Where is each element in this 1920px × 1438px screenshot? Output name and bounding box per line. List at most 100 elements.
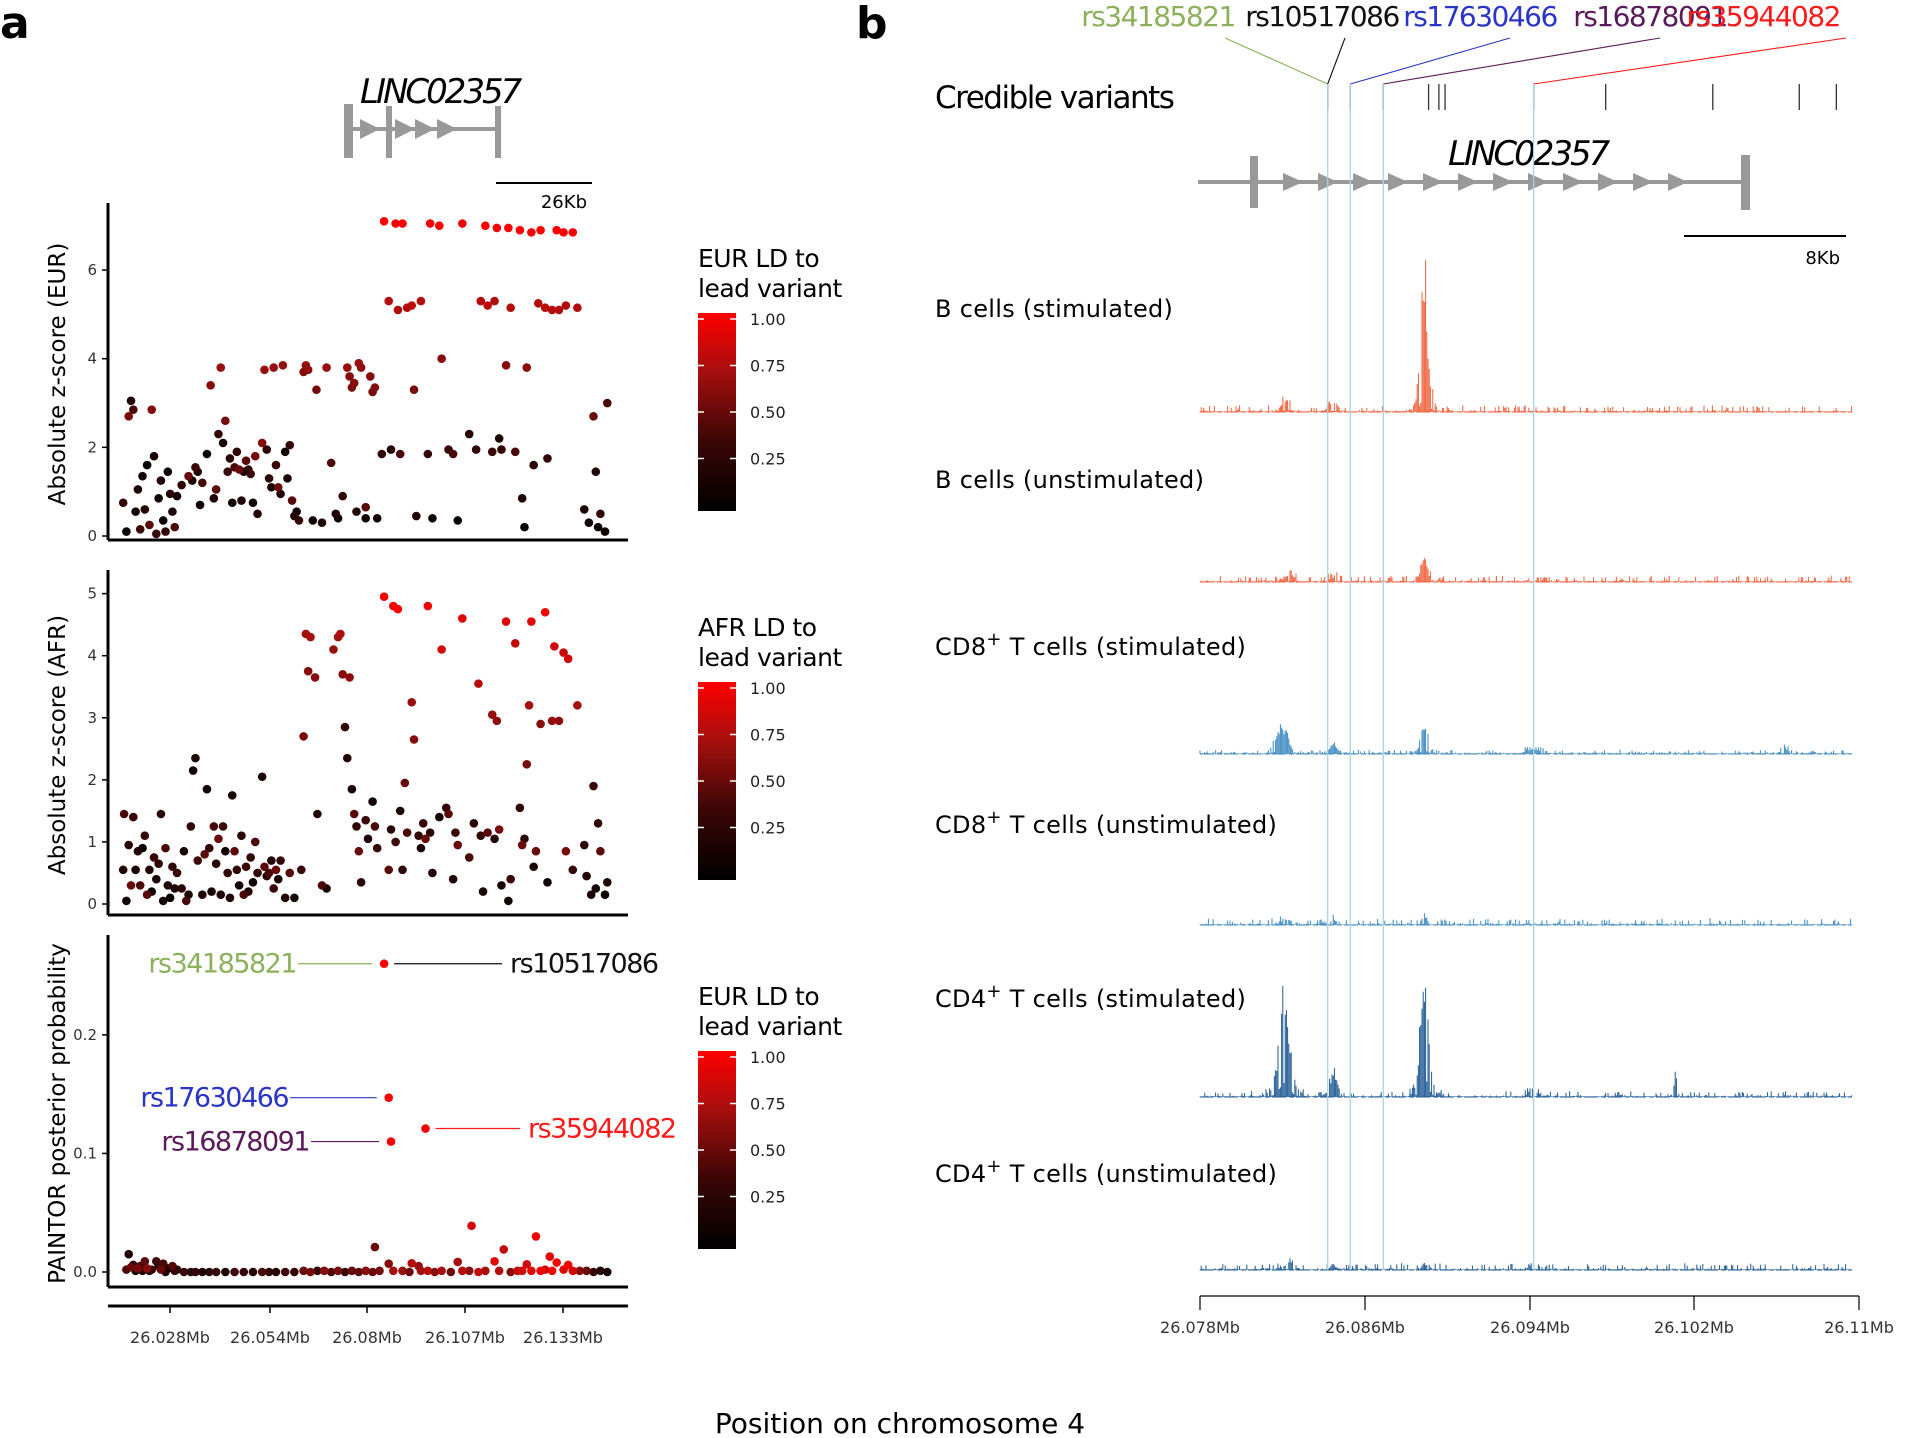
x-tick-label: 26.133Mb: [523, 1328, 603, 1347]
data-point: [271, 1267, 281, 1277]
data-point: [428, 513, 437, 523]
data-point: [483, 828, 492, 837]
data-point: [589, 1267, 598, 1277]
data-point: [246, 469, 255, 479]
variant-connector: [1327, 37, 1346, 85]
data-point: [264, 474, 274, 483]
data-point: [269, 884, 278, 893]
x-tick-label: 26.08Mb: [332, 1328, 402, 1347]
data-point: [428, 868, 437, 878]
data-point: [384, 1093, 394, 1102]
data-point: [589, 412, 598, 421]
data-point: [147, 405, 157, 414]
y-tick-label: 4: [87, 647, 97, 665]
x-tick-label: 26.11Mb: [1824, 1318, 1894, 1337]
data-point: [260, 862, 269, 872]
data-point: [568, 1266, 578, 1276]
data-point: [366, 372, 375, 381]
data-point: [303, 666, 313, 676]
y-tick-label: 0: [87, 527, 97, 545]
data-point: [214, 834, 223, 844]
data-point: [527, 228, 536, 237]
x-axis-panel-a: 26.028Mb 26.054Mb 26.08Mb 26.107Mb 26.133Mb: [108, 1304, 628, 1347]
data-point: [273, 482, 283, 492]
y-axis-label: PAINTOR posterior probability: [45, 943, 71, 1284]
data-point: [124, 412, 134, 421]
data-point: [122, 896, 131, 906]
data-point: [536, 719, 545, 729]
data-point: [478, 887, 488, 896]
data-point: [257, 1267, 267, 1277]
data-point: [285, 868, 295, 878]
data-point: [138, 471, 147, 481]
data-point: [524, 701, 534, 710]
data-point: [326, 1267, 336, 1277]
data-point: [223, 868, 232, 878]
data-point: [227, 791, 237, 800]
legend-tick-label: 0.25: [750, 819, 786, 838]
data-point: [409, 735, 419, 744]
data-point: [301, 361, 311, 370]
data-point: [345, 372, 354, 381]
data-point: [221, 416, 230, 426]
data-point: [158, 896, 168, 906]
data-point: [280, 447, 290, 457]
data-point: [379, 216, 389, 226]
data-point: [294, 516, 304, 525]
data-point: [347, 1266, 357, 1276]
data-point: [540, 303, 550, 313]
data-point: [593, 819, 603, 828]
data-point: [248, 877, 258, 887]
data-point: [126, 881, 136, 890]
data-point: [296, 865, 306, 875]
data-point: [361, 502, 370, 512]
legend-tick-label: 1.00: [750, 310, 786, 329]
scatter-plot-afr: 0 1 2 3 4 5 Absolute z-score (AFR): [45, 570, 628, 917]
data-point: [398, 1266, 407, 1276]
data-point: [269, 363, 278, 372]
data-point: [207, 887, 216, 896]
data-point: [437, 1266, 446, 1276]
data-point: [481, 221, 490, 231]
data-point: [232, 447, 242, 457]
data-point: [124, 1249, 134, 1259]
data-point: [492, 716, 502, 726]
data-point: [568, 228, 578, 237]
data-point: [198, 478, 207, 488]
data-point: [384, 1259, 394, 1268]
data-point: [409, 385, 419, 395]
data-point: [527, 617, 536, 626]
data-point: [354, 846, 364, 856]
data-point: [352, 507, 361, 516]
panel-label-b: b: [856, 0, 888, 49]
data-point: [497, 445, 506, 454]
data-point: [517, 840, 527, 850]
data-point: [510, 447, 520, 457]
track-signal: [1199, 913, 1853, 925]
data-point: [118, 498, 128, 508]
scatter-plot-eur: 0 2 4 6 Absolute z-score (EUR): [45, 203, 628, 545]
data-point: [391, 219, 400, 228]
gene-label-b: LINC02357: [1448, 134, 1611, 174]
data-point: [227, 498, 237, 508]
gene-model-a: LINC02357: [344, 72, 526, 158]
credible-variants-label: Credible variants: [935, 80, 1174, 116]
data-point: [375, 1266, 384, 1276]
data-point: [253, 868, 262, 878]
track-label: CD4+ T cells (stimulated): [935, 981, 1246, 1013]
legend-tick-label: 0.50: [750, 403, 786, 422]
data-point: [170, 884, 180, 893]
y-tick-label: 0.2: [73, 1026, 97, 1044]
data-point: [179, 846, 189, 856]
y-tick-label: 5: [87, 585, 97, 603]
data-point: [596, 846, 605, 856]
data-point: [497, 881, 506, 890]
data-point: [494, 1266, 504, 1276]
data-point: [267, 856, 276, 865]
data-point: [163, 881, 173, 890]
data-point: [271, 460, 281, 470]
data-point: [490, 834, 499, 844]
variant-label: rs34185821: [1081, 0, 1235, 33]
data-point: [239, 890, 249, 899]
